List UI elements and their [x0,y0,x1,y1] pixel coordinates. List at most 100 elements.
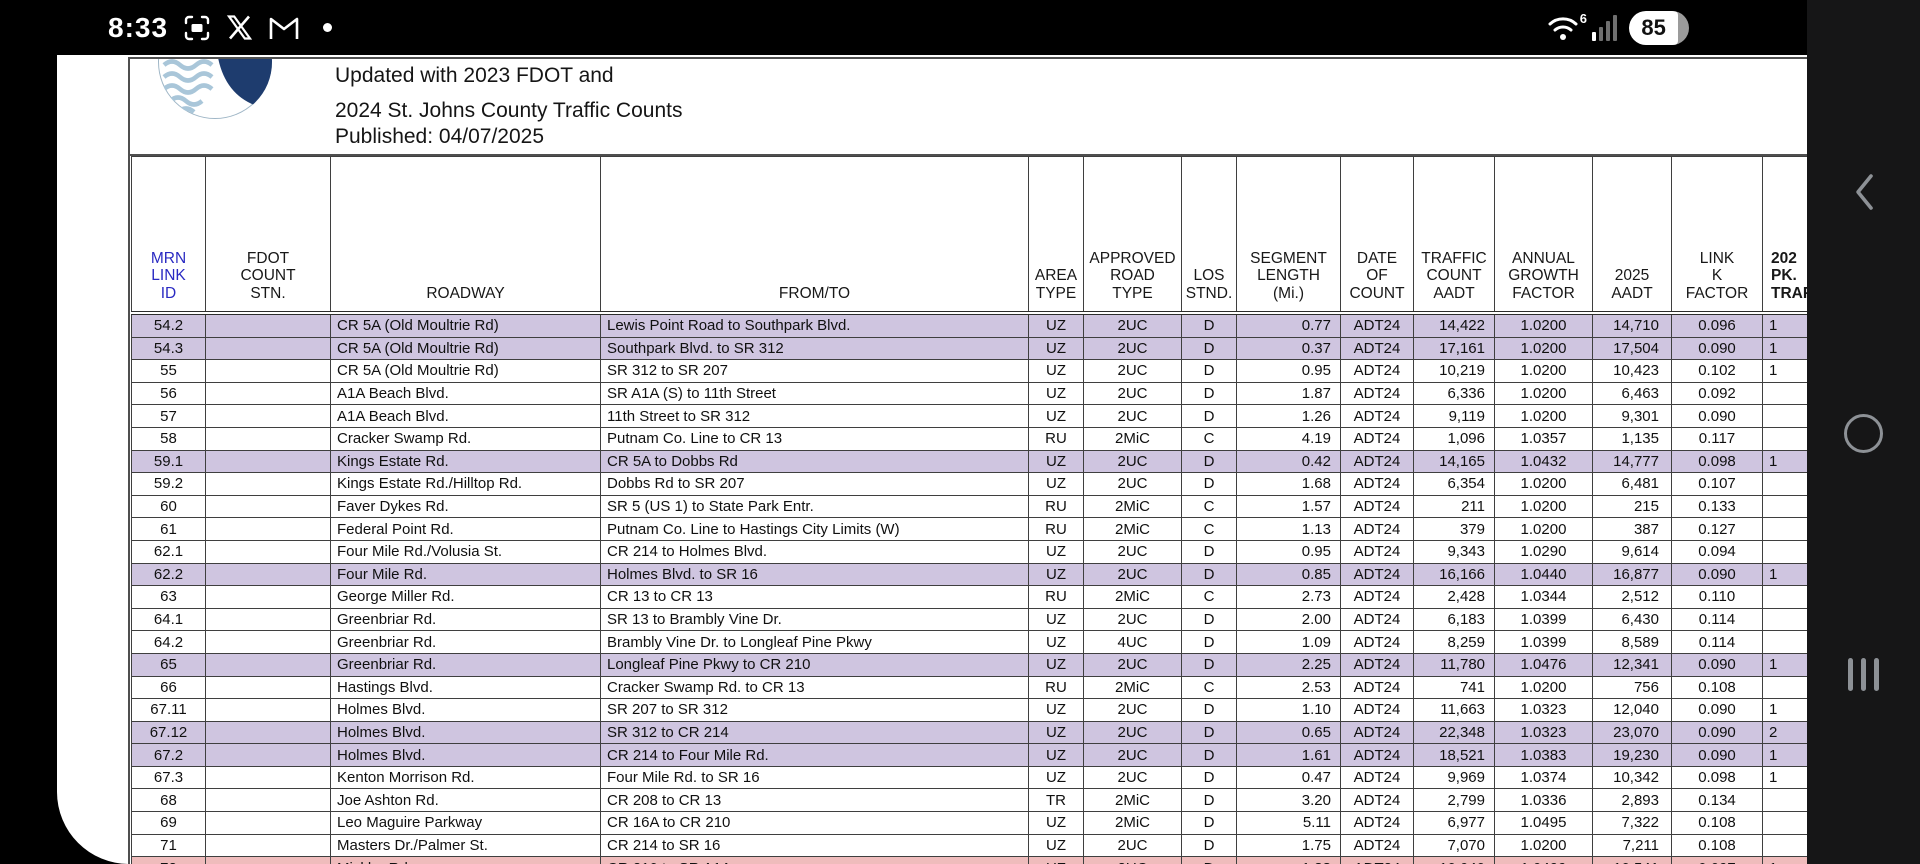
column-header-5: APPROVED ROAD TYPE [1083,156,1182,315]
cell-k: 0.127 [1671,517,1763,541]
cell-los: C [1181,517,1237,541]
cell-id: 68 [131,788,206,813]
cell-growth: 1.0200 [1494,494,1593,519]
cell-road_type: 4UC [1083,630,1182,654]
cell-area: RU [1028,585,1084,609]
column-header-10: ANNUAL GROWTH FACTOR [1494,156,1593,315]
cell-los: D [1181,607,1237,632]
home-circle-icon [1844,414,1883,453]
cell-length: 1.87 [1236,381,1341,406]
cell-fromto: Dobbs Rd to SR 207 [600,472,1029,496]
cell-length: 0.42 [1236,449,1341,474]
cell-area: UZ [1028,720,1084,745]
cell-k: 0.094 [1671,539,1763,564]
table-row: 58 Cracker Swamp Rd. Putnam Co. Line to CR… [131,426,1807,451]
cell-aadt2025: 8,589 [1592,630,1672,654]
cell-date: ADT24 [1340,788,1414,813]
column-header-1: FDOT COUNT STN. [205,156,331,315]
cell-road_type: 2MiC [1083,811,1182,835]
cell-date: ADT24 [1340,675,1414,700]
cell-aadt: 6,354 [1413,472,1495,496]
cell-pk [1762,517,1807,541]
cell-stn [205,404,331,428]
cell-k: 0.114 [1671,607,1763,632]
cell-k: 0.092 [1671,381,1763,406]
cell-k: 0.102 [1671,359,1763,383]
cell-fromto: SR 207 to SR 312 [600,698,1029,722]
table-row: 66 Hastings Blvd. Cracker Swamp Rd. to CR … [131,675,1807,700]
cell-fromto: SR 312 to SR 207 [600,359,1029,383]
cell-aadt: 16,166 [1413,562,1495,587]
cell-pk: 1 [1762,562,1807,587]
cell-area: UZ [1028,630,1084,654]
traffic-count-table: MRN LINK ID FDOT COUNT STN. ROADWAY FROM/TO AREA… [131,156,1807,864]
cell-length: 2.53 [1236,675,1341,700]
cell-area: UZ [1028,336,1084,361]
cell-los: D [1181,539,1237,564]
cell-id: 59.2 [131,472,206,496]
cell-area: UZ [1028,743,1084,767]
cell-growth: 1.0432 [1494,449,1593,474]
cell-roadway: George Miller Rd. [330,585,601,609]
cell-growth: 1.0323 [1494,698,1593,722]
cell-roadway: Four Mile Rd. [330,562,601,587]
cell-id: 58 [131,426,206,451]
cell-length: 1.09 [1236,630,1341,654]
cell-k: 0.133 [1671,494,1763,519]
report-frame: Updated with 2023 FDOT and 2024 St. John… [128,57,1807,864]
cell-id: 55 [131,359,206,383]
recents-button[interactable] [1807,658,1920,691]
navigation-bar [1807,0,1920,864]
cell-date: ADT24 [1340,720,1414,745]
cell-stn [205,765,331,790]
doc-title-line2: 2024 St. Johns County Traffic Counts [335,99,683,122]
cell-pk [1762,404,1807,428]
cell-los: D [1181,765,1237,790]
cell-roadway: Joe Ashton Rd. [330,788,601,813]
doc-title-line3: Published: 04/07/2025 [335,125,545,148]
cell-fromto: CR 5A to Dobbs Rd [600,449,1029,474]
cell-roadway: Holmes Blvd. [330,743,601,767]
cell-fromto: CR 208 to CR 13 [600,788,1029,813]
cell-date: ADT24 [1340,585,1414,609]
table-row: 64.1 Greenbriar Rd. SR 13 to Brambly Vine … [131,607,1807,632]
cell-area: UZ [1028,562,1084,587]
cell-road_type: 2UC [1083,833,1182,858]
back-button[interactable] [1807,172,1920,212]
column-header-6: LOS STND. [1181,156,1237,315]
pdf-page[interactable]: Updated with 2023 FDOT and 2024 St. John… [57,55,1807,864]
cell-area: UZ [1028,811,1084,835]
cell-road_type: 2MiC [1083,426,1182,451]
cell-k: 0.090 [1671,743,1763,767]
cell-stn [205,517,331,541]
cell-area: UZ [1028,359,1084,383]
screenshot-notification-icon [183,14,211,42]
cell-roadway: A1A Beach Blvd. [330,381,601,406]
cell-id: 57 [131,404,206,428]
cell-k: 0.114 [1671,630,1763,654]
cell-road_type: 2UC [1083,743,1182,767]
cell-road_type: 2MiC [1083,494,1182,519]
cell-aadt: 14,165 [1413,449,1495,474]
table-row: 71 Masters Dr./Palmer St. CR 214 to SR 16 U… [131,833,1807,858]
cell-stn [205,312,331,338]
cell-stn [205,675,331,700]
cell-length: 1.68 [1236,472,1341,496]
cell-road_type: 2UC [1083,359,1182,383]
cell-road_type: 2MiC [1083,585,1182,609]
cell-k: 0.097 [1671,856,1763,864]
cell-stn [205,381,331,406]
home-button[interactable] [1807,414,1920,453]
column-header-7: SEGMENT LENGTH (Mi.) [1236,156,1341,315]
cell-aadt: 741 [1413,675,1495,700]
cell-aadt2025: 215 [1592,494,1672,519]
cell-los: D [1181,472,1237,496]
cell-roadway: Four Mile Rd./Volusia St. [330,539,601,564]
cell-k: 0.096 [1671,312,1763,338]
cell-area: UZ [1028,404,1084,428]
cell-growth: 1.0200 [1494,404,1593,428]
cell-date: ADT24 [1340,517,1414,541]
cell-date: ADT24 [1340,607,1414,632]
cell-aadt2025: 7,322 [1592,811,1672,835]
cell-stn [205,788,331,813]
